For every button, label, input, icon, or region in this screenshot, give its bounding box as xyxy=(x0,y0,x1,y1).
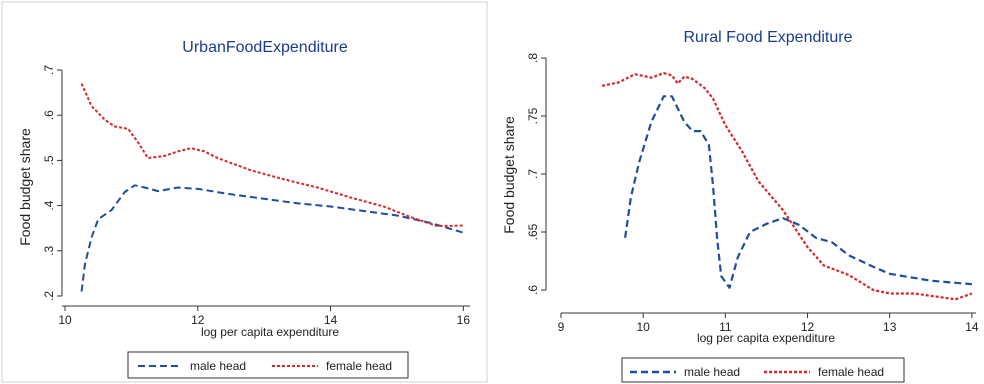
x-tick-label: 9 xyxy=(558,320,565,334)
chart-title: UrbanFoodExpenditure xyxy=(182,39,348,56)
legend: male head female head xyxy=(127,351,409,379)
y-tick-label: .4 xyxy=(42,200,56,210)
x-tick-label: 12 xyxy=(191,313,205,327)
legend-label-female: female head xyxy=(818,365,884,379)
male-head-line xyxy=(80,184,464,292)
x-tick-label: 11 xyxy=(719,320,732,334)
female-head-line xyxy=(80,83,464,227)
x-tick-label: 10 xyxy=(58,313,72,327)
x-tick-label: 10 xyxy=(636,320,650,334)
y-tick-label: .6 xyxy=(526,285,540,295)
y-tick-label: .75 xyxy=(526,107,540,124)
urban-chart: UrbanFoodExpenditure .2 .3 .4 .5 .6 .7 10 12 14… xyxy=(1,1,488,383)
x-tick-label: 13 xyxy=(883,320,897,334)
x-axis-label: log per capita expenditure xyxy=(697,331,835,345)
y-tick-label: .6 xyxy=(42,110,56,120)
legend-label-male: male head xyxy=(684,365,740,379)
legend-label-female: female head xyxy=(326,359,392,373)
y-tick-label: .65 xyxy=(526,223,540,240)
x-tick-label: 12 xyxy=(801,320,815,334)
chart-title: Rural Food Expenditure xyxy=(684,29,853,46)
female-head-line xyxy=(601,72,973,301)
legend: male head female head xyxy=(621,357,905,383)
y-tick-label: .2 xyxy=(42,291,56,301)
y-tick-label: .8 xyxy=(526,53,540,63)
y-axis-label: Food budget share xyxy=(501,116,517,234)
y-tick-label: .7 xyxy=(42,65,56,75)
male-head-line xyxy=(624,95,972,289)
y-axis-label: Food budget share xyxy=(17,128,33,246)
legend-box xyxy=(621,357,905,383)
y-tick-label: .7 xyxy=(526,169,540,179)
rural-chart: Rural Food Expenditure .6 .65 .7 .75 .8 9 10 1… xyxy=(501,29,979,383)
y-tick-label: .5 xyxy=(42,155,56,165)
x-tick-label: 14 xyxy=(965,320,979,334)
x-axis-label: log per capita expenditure xyxy=(201,325,339,339)
x-tick-label: 16 xyxy=(457,313,471,327)
y-tick-label: .3 xyxy=(42,245,56,255)
chart-frame xyxy=(1,1,488,383)
x-tick-label: 14 xyxy=(324,313,338,327)
legend-label-male: male head xyxy=(190,359,246,373)
